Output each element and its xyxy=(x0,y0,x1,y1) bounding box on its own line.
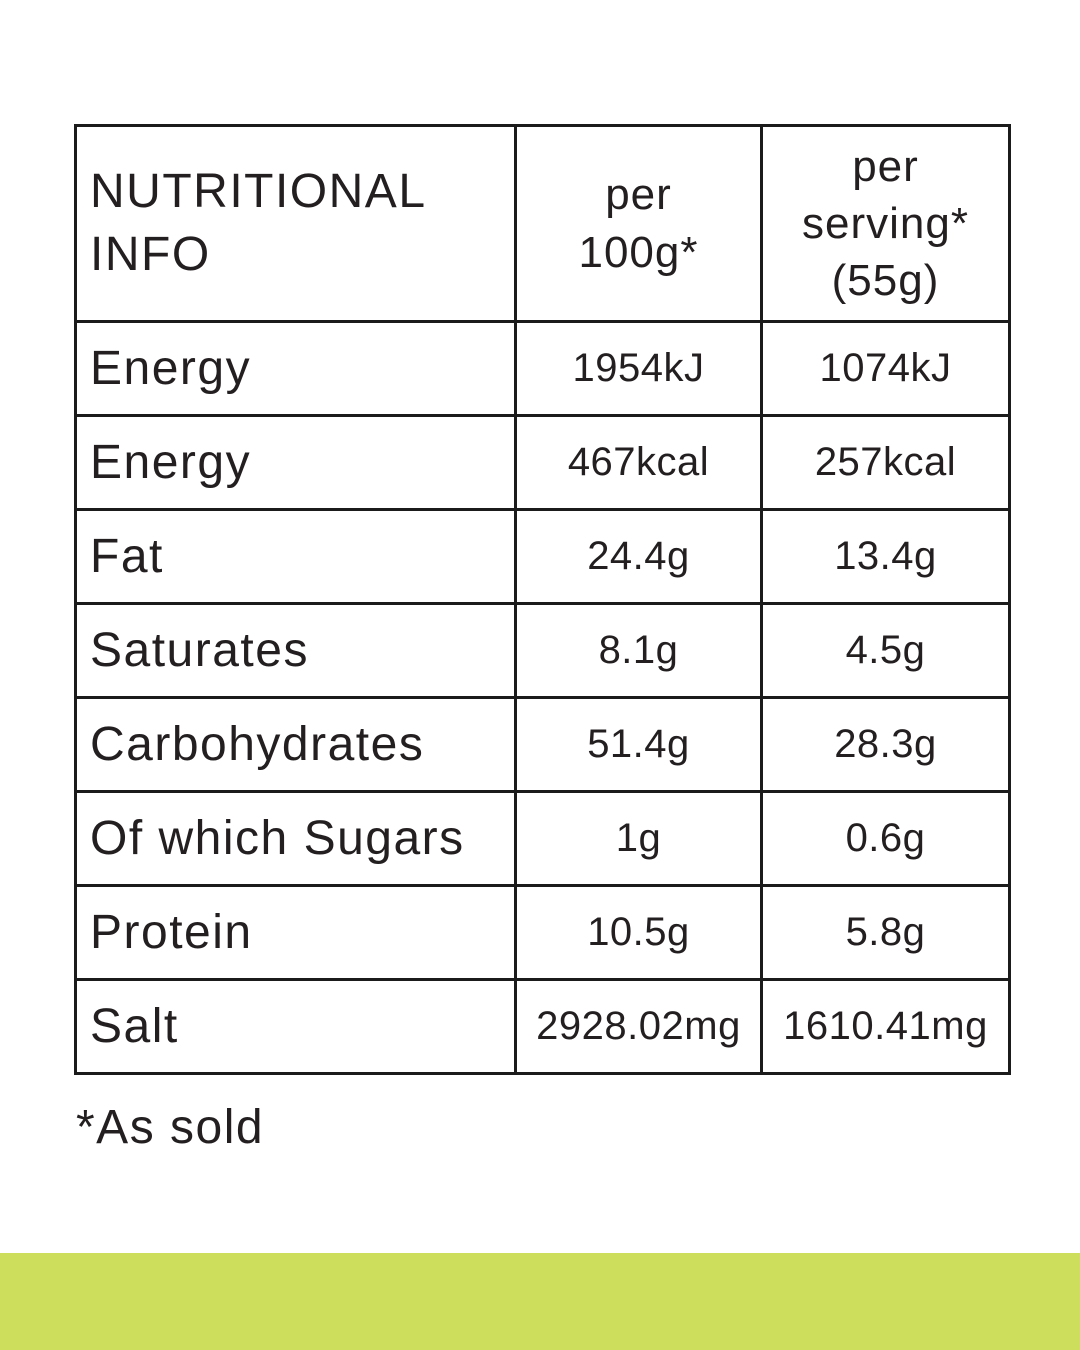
per-100g-value: 1954kJ xyxy=(514,320,763,417)
per-100g-value: 10.5g xyxy=(514,884,763,981)
per-100g-value: 24.4g xyxy=(514,508,763,605)
table-header-row: NUTRITIONAL INFO per 100g* per serving* … xyxy=(74,124,1011,323)
per-100g-value: 8.1g xyxy=(514,602,763,699)
column-header-per-100g: per 100g* xyxy=(514,124,763,323)
per-100g-value: 2928.02mg xyxy=(514,978,763,1075)
row-label: Protein xyxy=(74,884,517,981)
table-row-salt: Salt 2928.02mg 1610.41mg xyxy=(74,978,1011,1075)
per-serving-value: 1074kJ xyxy=(760,320,1011,417)
per-serving-value: 4.5g xyxy=(760,602,1011,699)
accent-bar xyxy=(0,1253,1080,1350)
table-row-saturates: Saturates 8.1g 4.5g xyxy=(74,602,1011,699)
table-row-sugars: Of which Sugars 1g 0.6g xyxy=(74,790,1011,887)
table-row-carbohydrates: Carbohydrates 51.4g 28.3g xyxy=(74,696,1011,793)
table-row-energy-kcal: Energy 467kcal 257kcal xyxy=(74,414,1011,511)
per-serving-value: 257kcal xyxy=(760,414,1011,511)
row-label: Of which Sugars xyxy=(74,790,517,887)
per-serving-value: 28.3g xyxy=(760,696,1011,793)
table-row-protein: Protein 10.5g 5.8g xyxy=(74,884,1011,981)
row-label: Saturates xyxy=(74,602,517,699)
row-label: Salt xyxy=(74,978,517,1075)
column-header-per-serving: per serving* (55g) xyxy=(760,124,1011,323)
row-label: Fat xyxy=(74,508,517,605)
per-100g-value: 1g xyxy=(514,790,763,887)
per-serving-value: 1610.41mg xyxy=(760,978,1011,1075)
row-label: Energy xyxy=(74,320,517,417)
row-label: Carbohydrates xyxy=(74,696,517,793)
per-100g-value: 467kcal xyxy=(514,414,763,511)
table-row-fat: Fat 24.4g 13.4g xyxy=(74,508,1011,605)
as-sold-footnote: *As sold xyxy=(76,1101,265,1154)
row-label: Energy xyxy=(74,414,517,511)
per-serving-value: 5.8g xyxy=(760,884,1011,981)
per-100g-value: 51.4g xyxy=(514,696,763,793)
per-serving-value: 13.4g xyxy=(760,508,1011,605)
per-serving-value: 0.6g xyxy=(760,790,1011,887)
nutrition-table: NUTRITIONAL INFO per 100g* per serving* … xyxy=(74,124,1011,1075)
table-row-energy-kj: Energy 1954kJ 1074kJ xyxy=(74,320,1011,417)
table-title: NUTRITIONAL INFO xyxy=(74,124,517,323)
